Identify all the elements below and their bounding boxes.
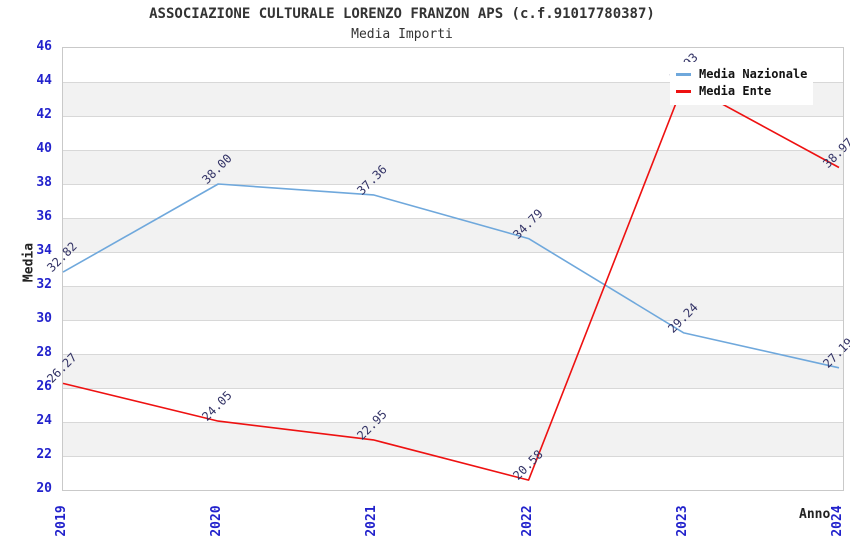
y-tick-label: 30 xyxy=(36,311,52,326)
grid-band xyxy=(63,184,843,218)
y-tick-label: 28 xyxy=(36,345,52,360)
chart-title: ASSOCIAZIONE CULTURALE LORENZO FRANZON A… xyxy=(149,6,655,22)
grid-line xyxy=(63,456,843,457)
legend: Media Nazionale Media Ente xyxy=(670,62,814,105)
grid-line xyxy=(63,150,843,151)
x-tick-label: 2023 xyxy=(674,505,690,537)
y-tick-label: 32 xyxy=(36,277,52,292)
legend-line-swatch xyxy=(676,90,691,93)
y-tick-label: 34 xyxy=(36,243,52,258)
y-axis-title: Media xyxy=(21,242,37,283)
grid-band xyxy=(63,456,843,490)
series-line-0 xyxy=(62,183,840,369)
grid-line xyxy=(63,184,843,185)
y-tick-label: 20 xyxy=(36,481,52,496)
grid-line xyxy=(63,218,843,219)
grid-band xyxy=(63,320,843,354)
grid-band xyxy=(63,422,843,456)
x-tick-label: 2022 xyxy=(519,505,535,537)
y-tick-label: 46 xyxy=(36,39,52,54)
grid-line xyxy=(63,320,843,321)
x-tick-label: 2020 xyxy=(209,505,225,537)
grid-band xyxy=(63,252,843,286)
x-axis-title: Anno xyxy=(799,507,831,522)
legend-item: Media Ente xyxy=(676,83,807,100)
y-tick-label: 26 xyxy=(36,379,52,394)
x-tick-label: 2021 xyxy=(364,505,380,537)
grid-line xyxy=(63,354,843,355)
y-tick-label: 44 xyxy=(36,73,52,88)
legend-label: Media Nazionale xyxy=(699,67,808,81)
grid-line xyxy=(63,252,843,253)
grid-band xyxy=(63,150,843,184)
grid-line xyxy=(63,116,843,117)
legend-line-swatch xyxy=(676,73,691,76)
y-tick-label: 22 xyxy=(36,447,52,462)
y-tick-label: 36 xyxy=(36,209,52,224)
x-tick-label: 2019 xyxy=(54,505,69,537)
x-tick-label: 2024 xyxy=(830,505,845,537)
grid-band xyxy=(63,116,843,150)
y-tick-label: 24 xyxy=(36,413,52,428)
legend-item: Media Nazionale xyxy=(676,66,807,83)
grid-line xyxy=(63,422,843,423)
grid-band xyxy=(63,388,843,422)
grid-line xyxy=(63,388,843,389)
grid-line xyxy=(63,82,843,83)
chart-subtitle: Media Importi xyxy=(351,27,453,42)
y-tick-label: 42 xyxy=(36,107,52,122)
legend-label: Media Ente xyxy=(699,84,772,98)
grid-band xyxy=(63,286,843,320)
plot-area xyxy=(62,47,844,491)
grid-line xyxy=(63,286,843,287)
grid-band xyxy=(63,218,843,252)
series-line-1 xyxy=(62,82,840,481)
y-tick-label: 38 xyxy=(36,175,52,190)
y-tick-label: 40 xyxy=(36,141,52,156)
grid-band xyxy=(63,354,843,388)
